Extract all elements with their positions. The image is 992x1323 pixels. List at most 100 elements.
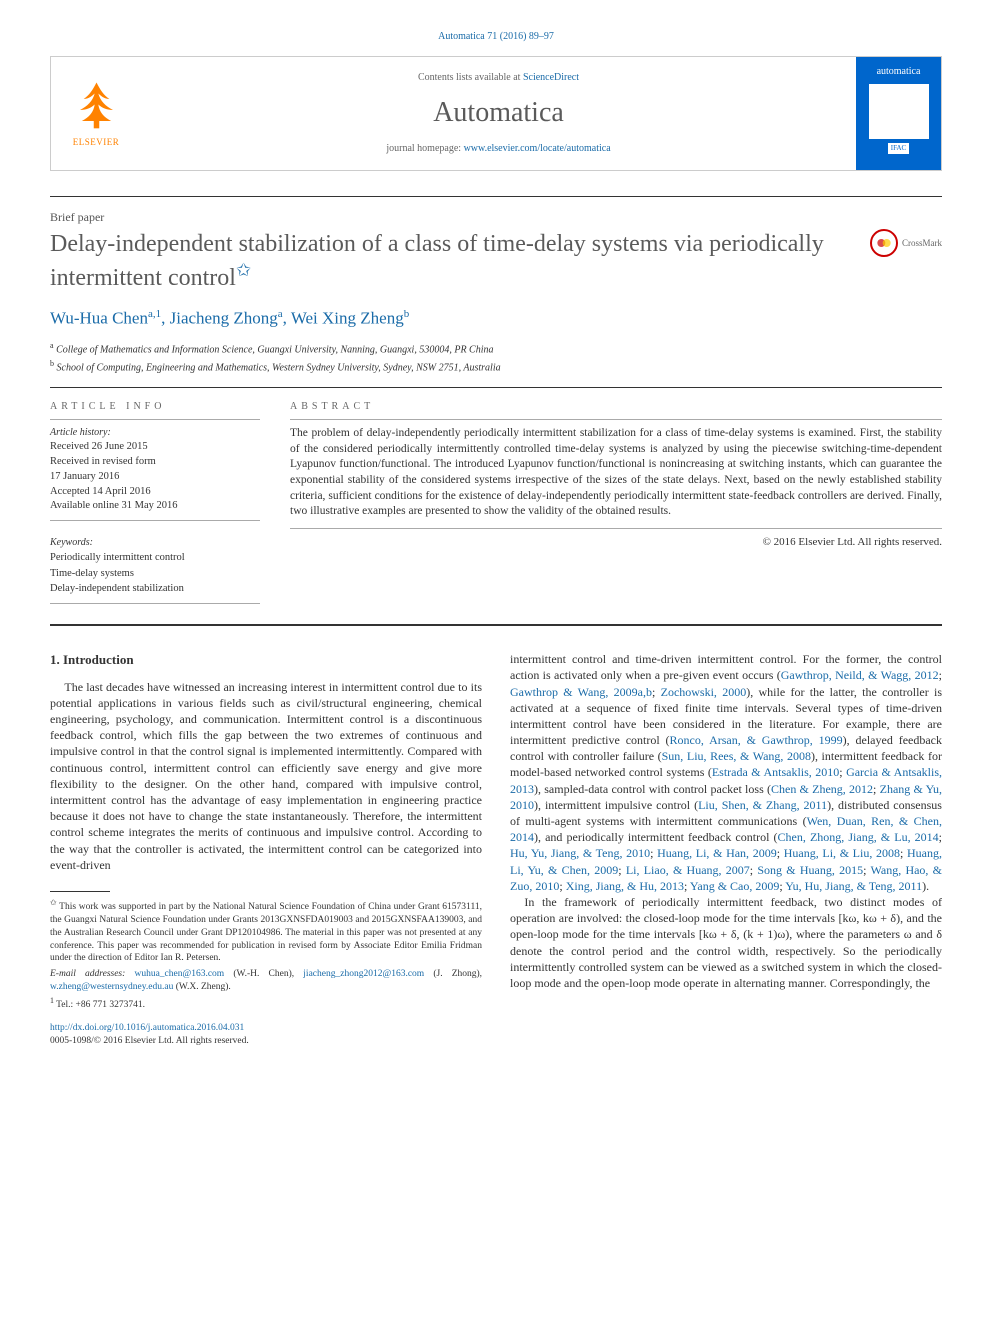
history-revised: Received in revised form xyxy=(50,455,260,470)
history-label: Article history: xyxy=(50,426,260,440)
cover-title: automatica xyxy=(877,65,921,79)
footnote-separator xyxy=(50,891,110,892)
abstract-copyright: © 2016 Elsevier Ltd. All rights reserved… xyxy=(290,535,942,550)
crossmark-icon xyxy=(870,229,898,257)
keyword-2: Time-delay systems xyxy=(50,566,260,582)
homepage-prefix: journal homepage: xyxy=(386,143,463,154)
section-1-heading: 1. Introduction xyxy=(50,651,482,669)
elsevier-name: ELSEVIER xyxy=(73,136,120,148)
author-2[interactable]: Jiacheng Zhong xyxy=(170,308,278,327)
ref-li-liao[interactable]: Li, Liao, & Huang, 2007 xyxy=(626,863,750,877)
affiliations: a College of Mathematics and Information… xyxy=(50,340,942,375)
ref-estrada[interactable]: Estrada & Antsaklis, 2010 xyxy=(712,765,839,779)
email-2[interactable]: jiacheng_zhong2012@163.com xyxy=(303,969,424,979)
footnotes: ✩ This work was supported in part by the… xyxy=(50,898,482,1012)
email-3[interactable]: w.zheng@westernsydney.edu.au xyxy=(50,982,173,992)
t8: ), sampled-data control with control pac… xyxy=(534,782,771,796)
elsevier-tree-icon xyxy=(69,77,124,132)
t2: ; xyxy=(939,668,942,682)
ref-gawthrop-wang[interactable]: Gawthrop & Wang, 2009a,b xyxy=(510,685,652,699)
tel-sup: 1 xyxy=(50,996,54,1005)
ifac-badge: IFAC xyxy=(888,143,909,154)
body-columns: 1. Introduction The last decades have wi… xyxy=(50,651,942,1047)
homepage-link[interactable]: www.elsevier.com/locate/automatica xyxy=(464,143,611,154)
affiliation-b: School of Computing, Engineering and Mat… xyxy=(57,362,501,373)
author-3-sup: b xyxy=(404,308,410,320)
crossmark-label: CrossMark xyxy=(902,237,942,249)
ref-gawthrop-2012[interactable]: Gawthrop, Neild, & Wagg, 2012 xyxy=(781,668,939,682)
t3: ; xyxy=(652,685,661,699)
article-title: Delay-independent stabilization of a cla… xyxy=(50,229,870,293)
ref-zochowski[interactable]: Zochowski, 2000 xyxy=(661,685,747,699)
footnote-star-sym: ✩ xyxy=(50,898,57,907)
footnote-tel: 1 Tel.: +86 771 3273741. xyxy=(50,996,482,1012)
column-right: intermittent control and time-driven int… xyxy=(510,651,942,1047)
article-type: Brief paper xyxy=(50,209,942,225)
history-accepted: Accepted 14 April 2016 xyxy=(50,485,260,500)
author-2-sup: a xyxy=(278,308,283,320)
ref-xing[interactable]: Xing, Jiang, & Hu, 2013 xyxy=(566,879,684,893)
title-text: Delay-independent stabilization of a cla… xyxy=(50,231,824,291)
intro-para-2: In the framework of periodically intermi… xyxy=(510,894,942,991)
info-heading: ARTICLE INFO xyxy=(50,400,260,414)
ref-yu-hu[interactable]: Yu, Hu, Jiang, & Teng, 2011 xyxy=(785,879,922,893)
journal-cover: automatica IFAC xyxy=(856,57,941,170)
ref-hu-yu[interactable]: Hu, Yu, Jiang, & Teng, 2010 xyxy=(510,846,650,860)
email-1-who: (W.-H. Chen), xyxy=(233,969,294,979)
ref-sun[interactable]: Sun, Liu, Rees, & Wang, 2008 xyxy=(662,749,811,763)
email-3-who: (W.X. Zheng). xyxy=(176,982,231,992)
history-online: Available online 31 May 2016 xyxy=(50,499,260,514)
rule-mid xyxy=(50,387,942,388)
ref-ronco[interactable]: Ronco, Arsan, & Gawthrop, 1999 xyxy=(670,733,843,747)
ref-song-huang[interactable]: Song & Huang, 2015 xyxy=(757,863,863,877)
t13: ; xyxy=(939,830,942,844)
t10: ), intermittent impulsive control ( xyxy=(534,798,698,812)
ref-chen-zheng[interactable]: Chen & Zheng, 2012 xyxy=(771,782,873,796)
email-label: E-mail addresses: xyxy=(50,969,125,979)
intro-para-1b: intermittent control and time-driven int… xyxy=(510,651,942,894)
keyword-1: Periodically intermittent control xyxy=(50,550,260,566)
article-info: ARTICLE INFO Article history: Received 2… xyxy=(50,400,260,604)
header-center: Contents lists available at ScienceDirec… xyxy=(141,57,856,170)
authors-list: Wu-Hua Chena,1, Jiacheng Zhonga, Wei Xin… xyxy=(50,307,942,331)
affiliation-a: College of Mathematics and Information S… xyxy=(56,345,493,356)
ref-huang-li-liu[interactable]: Huang, Li, & Liu, 2008 xyxy=(784,846,900,860)
intro-para-1a: The last decades have witnessed an incre… xyxy=(50,679,482,873)
footnote-funding-text: This work was supported in part by the N… xyxy=(50,902,482,963)
t16: ; xyxy=(900,846,907,860)
doi-link[interactable]: http://dx.doi.org/10.1016/j.automatica.2… xyxy=(50,1023,244,1033)
abstract-column: ABSTRACT The problem of delay-independen… xyxy=(290,400,942,604)
author-3[interactable]: Wei Xing Zheng xyxy=(291,308,404,327)
abstract-text: The problem of delay-independently perio… xyxy=(290,426,942,528)
tel-text: Tel.: +86 771 3273741. xyxy=(56,1000,145,1010)
history-received: Received 26 June 2015 xyxy=(50,440,260,455)
ref-huang-li-han[interactable]: Huang, Li, & Han, 2009 xyxy=(657,846,777,860)
keywords-label: Keywords: xyxy=(50,535,260,550)
elsevier-logo[interactable]: ELSEVIER xyxy=(51,57,141,170)
keyword-3: Delay-independent stabilization xyxy=(50,581,260,597)
info-rule xyxy=(50,419,260,420)
abstract-rule xyxy=(290,419,942,420)
rule-top xyxy=(50,196,942,197)
t15: ; xyxy=(777,846,784,860)
ref-chen-zhong[interactable]: Chen, Zhong, Jiang, & Lu, 2014 xyxy=(778,830,939,844)
ref-yang-cao[interactable]: Yang & Cao, 2009 xyxy=(690,879,779,893)
email-1[interactable]: wuhua_chen@163.com xyxy=(134,969,224,979)
title-footnote-star[interactable]: ✩ xyxy=(236,260,251,280)
t17: ; xyxy=(618,863,626,877)
footnote-funding: ✩ This work was supported in part by the… xyxy=(50,898,482,965)
contents-line: Contents lists available at ScienceDirec… xyxy=(161,71,836,85)
homepage-line: journal homepage: www.elsevier.com/locat… xyxy=(161,142,836,156)
abstract-heading: ABSTRACT xyxy=(290,400,942,414)
author-1[interactable]: Wu-Hua Chen xyxy=(50,308,148,327)
sciencedirect-link[interactable]: ScienceDirect xyxy=(523,72,579,83)
history-revised-date: 17 January 2016 xyxy=(50,470,260,485)
contents-prefix: Contents lists available at xyxy=(418,72,523,83)
footnote-emails: E-mail addresses: wuhua_chen@163.com (W.… xyxy=(50,968,482,994)
ref-liu-shen[interactable]: Liu, Shen, & Zhang, 2011 xyxy=(698,798,827,812)
t19: ; xyxy=(863,863,870,877)
issn-copyright: 0005-1098/© 2016 Elsevier Ltd. All right… xyxy=(50,1035,482,1048)
crossmark-badge[interactable]: CrossMark xyxy=(870,229,942,257)
t12: ), and periodically intermittent feedbac… xyxy=(534,830,778,844)
column-left: 1. Introduction The last decades have wi… xyxy=(50,651,482,1047)
